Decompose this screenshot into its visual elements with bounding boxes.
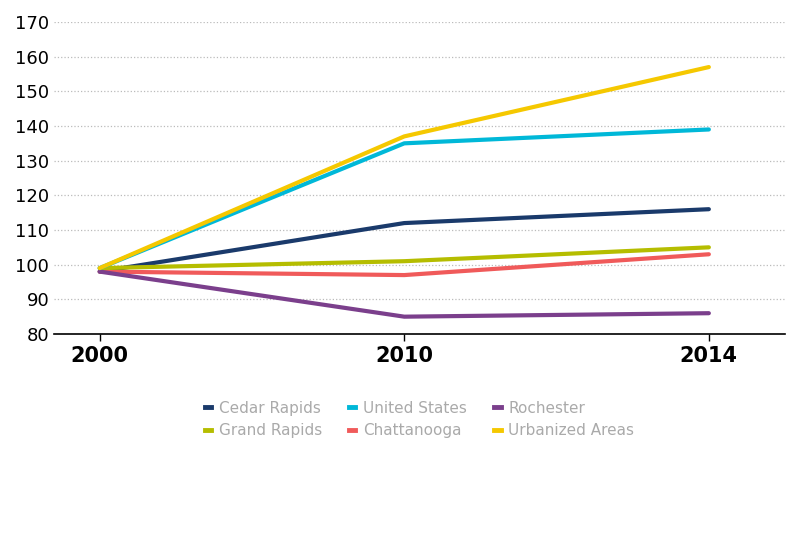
Legend: Cedar Rapids, Grand Rapids, United States, Chattanooga, Rochester, Urbanized Are: Cedar Rapids, Grand Rapids, United State… <box>198 395 640 444</box>
